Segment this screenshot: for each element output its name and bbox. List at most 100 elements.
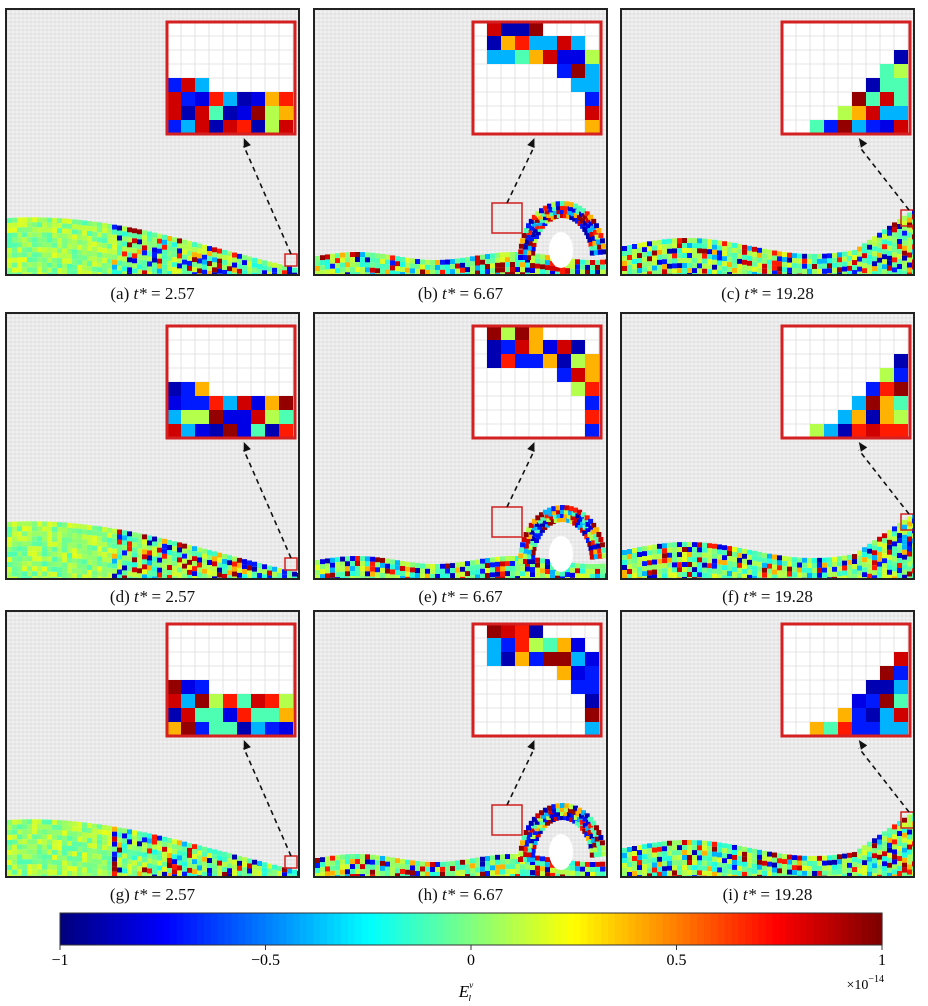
particle-cell (102, 273, 107, 274)
particle-cell (892, 556, 897, 561)
particle-cell (647, 271, 652, 274)
particle-cell (787, 567, 792, 572)
inset-cell (167, 694, 181, 708)
particle-cell (722, 570, 727, 575)
particle-cell (262, 574, 267, 578)
particle-cell (62, 254, 67, 259)
inset-cell (195, 106, 209, 120)
particle-cell (107, 259, 112, 264)
particle-cell (82, 529, 87, 534)
particle-cell (632, 558, 637, 563)
particle-cell (192, 247, 197, 252)
inset-cell (894, 78, 908, 92)
particle-cell (757, 268, 762, 273)
particle-cell (400, 561, 405, 566)
particle-cell (600, 867, 605, 872)
particle-cell (167, 560, 172, 565)
particle-cell (22, 217, 27, 222)
inset-cell (571, 680, 585, 694)
particle-cell (430, 569, 435, 574)
particle-cell (722, 545, 727, 550)
particle-cell (375, 870, 380, 875)
particle-cell (732, 567, 737, 572)
particle-cell (570, 568, 575, 573)
particle-cell (742, 569, 747, 574)
particle-cell (222, 852, 227, 857)
particle-cell (802, 563, 807, 568)
particle-cell (127, 869, 132, 874)
particle-cell (217, 851, 222, 856)
particle-cell (465, 859, 470, 864)
particle-cell (62, 259, 67, 264)
particle-cell (692, 562, 697, 567)
particle-cell (370, 567, 375, 572)
particle-cell (370, 860, 375, 865)
particle-cell (142, 270, 147, 274)
particle-cell (802, 264, 807, 269)
particle-cell (72, 553, 77, 558)
particle-cell (37, 864, 42, 869)
particle-cell (137, 836, 142, 841)
particle-cell (92, 237, 97, 242)
particle-cell (167, 843, 172, 848)
particle-cell (692, 248, 697, 253)
particle-cell (107, 254, 112, 259)
particle-cell (425, 564, 430, 569)
particle-cell (560, 272, 565, 274)
particle-cell (490, 860, 495, 865)
particle-cell (525, 268, 530, 273)
inset-cell (279, 106, 293, 120)
particle-cell (912, 548, 913, 553)
particle-cell (42, 819, 47, 824)
particle-cell (72, 244, 77, 249)
particle-cell (227, 560, 232, 565)
particle-cell (12, 845, 17, 850)
particle-cell (47, 527, 52, 532)
particle-cell (157, 856, 162, 861)
particle-cell (137, 244, 142, 249)
particle-cell (707, 548, 712, 553)
particle-cell (702, 543, 707, 548)
particle-cell (515, 272, 520, 274)
particle-cell (637, 253, 642, 258)
particle-cell (22, 521, 27, 526)
particle-cell (832, 577, 837, 578)
particle-cell (450, 573, 455, 578)
particle-cell (112, 539, 117, 544)
particle-cell (57, 248, 62, 253)
particle-cell (92, 576, 97, 578)
particle-cell (12, 820, 17, 825)
particle-cell (430, 862, 435, 867)
particle-cell (187, 565, 192, 570)
particle-cell (727, 556, 732, 561)
inset-cell (487, 652, 501, 666)
zoom-inset (782, 22, 910, 134)
particle-cell (570, 573, 575, 578)
particle-cell (57, 537, 62, 542)
particle-cell (237, 563, 242, 568)
particle-cell (732, 547, 737, 552)
particle-cell (177, 243, 182, 248)
particle-cell (7, 875, 12, 876)
particle-cell (152, 268, 157, 273)
particle-cell (872, 261, 877, 266)
particle-cell (580, 569, 585, 574)
particle-cell (827, 557, 832, 562)
particle-cell (757, 567, 762, 572)
particle-cell (107, 548, 112, 553)
particle-cell (77, 225, 82, 230)
particle-cell (87, 530, 92, 535)
particle-cell (257, 871, 262, 876)
particle-cell (187, 545, 192, 550)
particle-cell (902, 520, 907, 525)
particle-cell (400, 267, 405, 272)
particle-cell (147, 555, 152, 560)
particle-cell (177, 547, 182, 552)
particle-cell (590, 569, 595, 574)
particle-cell (792, 567, 797, 572)
particle-cell (877, 273, 882, 274)
particle-cell (897, 234, 902, 239)
particle-cell (892, 546, 897, 551)
particle-cell (117, 271, 122, 274)
particle-cell (697, 562, 702, 567)
